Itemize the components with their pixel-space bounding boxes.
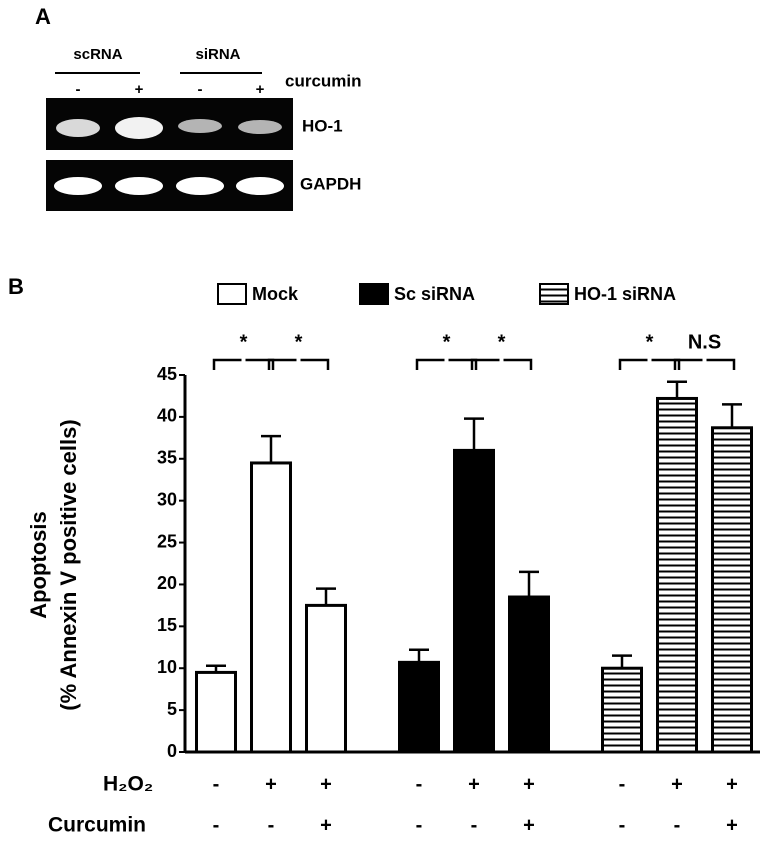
y-axis-title: Apoptosis (% Annexin V positive cells)	[26, 419, 81, 710]
lane-sign: +	[256, 81, 265, 98]
bar	[508, 595, 550, 754]
x-row-sign: -	[619, 773, 626, 795]
significance-bracket	[267, 358, 330, 370]
x-row-sign: -	[268, 814, 275, 836]
significance-bracket	[470, 358, 533, 370]
x-row-sign: -	[416, 814, 423, 836]
legend-swatch	[539, 283, 569, 305]
significance-label: *	[295, 331, 303, 353]
bar	[453, 448, 495, 754]
significance-bracket	[415, 358, 478, 370]
bar	[711, 426, 753, 754]
significance-bracket	[673, 358, 736, 370]
y-tick-label: 25	[157, 531, 177, 551]
legend-swatch	[359, 283, 389, 305]
bar	[601, 666, 643, 754]
bar	[195, 670, 237, 754]
y-tick-label: 10	[157, 657, 177, 677]
bar	[305, 603, 347, 754]
treatment-label: curcumin	[285, 71, 362, 90]
significance-bracket	[212, 358, 275, 370]
bar	[398, 660, 440, 754]
bar	[656, 396, 698, 754]
legend-swatch	[217, 283, 247, 305]
x-row-sign: +	[726, 814, 738, 836]
row-label: GAPDH	[300, 174, 361, 193]
lane-sign: -	[198, 81, 203, 98]
y-tick-label: 30	[157, 489, 177, 509]
y-tick-label: 20	[157, 573, 177, 593]
x-row-sign: -	[619, 814, 626, 836]
lane-sign: -	[76, 81, 81, 98]
y-label: (% Annexin V positive cells)	[56, 419, 81, 710]
group-label: scRNA	[73, 46, 122, 63]
x-row-sign: +	[468, 773, 480, 795]
x-row-sign: -	[416, 773, 423, 795]
legend-label: Sc siRNA	[394, 284, 475, 304]
significance-label: N.S	[688, 331, 721, 353]
x-row-sign: -	[213, 773, 220, 795]
x-row-sign: +	[523, 773, 535, 795]
significance-label: *	[443, 331, 451, 353]
x-row-sign: -	[674, 814, 681, 836]
y-tick-label: 15	[157, 615, 177, 635]
group-label: siRNA	[195, 46, 240, 63]
y-tick-label: 0	[167, 741, 177, 761]
panel-label: B	[8, 274, 24, 299]
x-row-sign: +	[265, 773, 277, 795]
lane-sign: +	[135, 81, 144, 98]
y-tick-label: 45	[157, 364, 177, 384]
x-row-sign: +	[726, 773, 738, 795]
x-row-sign: -	[471, 814, 478, 836]
row-label: HO-1	[302, 116, 343, 135]
significance-bracket	[618, 358, 681, 370]
legend-label: Mock	[252, 284, 299, 304]
x-row-sign: +	[523, 814, 535, 836]
significance-label: *	[240, 331, 248, 353]
y-tick-label: 40	[157, 406, 177, 426]
y-tick-label: 5	[167, 699, 177, 719]
x-row-sign: -	[213, 814, 220, 836]
legend-label: HO-1 siRNA	[574, 284, 676, 304]
bar	[250, 461, 292, 754]
x-row-sign: +	[320, 814, 332, 836]
panel-label: A	[35, 4, 51, 29]
x-row-label: H₂O₂	[103, 773, 153, 796]
y-label: Apoptosis	[26, 511, 51, 619]
bands	[54, 117, 284, 195]
x-row-label: Curcumin	[48, 814, 146, 837]
x-row-sign: +	[320, 773, 332, 795]
y-tick-label: 35	[157, 448, 177, 468]
x-row-sign: +	[671, 773, 683, 795]
significance-label: *	[646, 331, 654, 353]
significance-label: *	[498, 331, 506, 353]
